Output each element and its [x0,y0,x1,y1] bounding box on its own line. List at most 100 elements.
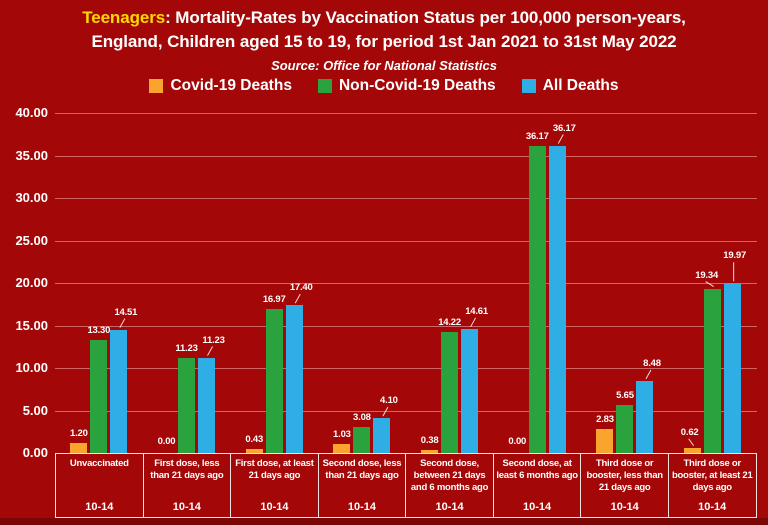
bar-noncovid [441,332,459,453]
bar-covid [684,447,702,453]
bar-noncovid [528,145,546,453]
bar-noncovid [90,339,108,453]
category-sublabel: 10-14 [260,501,289,513]
y-tick-label: 5.00 [22,402,48,418]
value-label: 36.17 [525,130,549,142]
category-sublabel: 10-14 [698,501,727,513]
value-label: 5.65 [616,389,634,401]
value-label: 1.03 [333,429,351,441]
gridline [55,113,757,114]
value-label: 19.34 [695,269,719,281]
blue-square-swatch-icon [521,79,536,93]
bar-all [461,328,479,453]
value-label: 4.10 [380,395,398,407]
value-label: 0.00 [508,436,527,447]
value-label: 0.38 [420,434,439,446]
category-cell: Second dose, less than 21 days ago 10-14 [319,454,407,517]
category-sublabel: 10-14 [347,501,377,513]
bar-noncovid [353,426,371,453]
category-label: Unvaccinated [69,458,129,469]
bar-noncovid [178,357,196,453]
bar-covid [421,449,439,453]
value-label: 14.51 [114,306,138,318]
gridline [55,368,757,369]
category-cell: First dose, less than 21 days ago 10-14 [144,454,232,517]
value-label: 1.20 [69,427,88,439]
bar-all [373,418,391,453]
category-label: Second dose, at least 6 months ago [496,458,578,482]
category-cell: First dose, at least 21 days ago 10-14 [231,454,319,517]
legend-item-noncovid: Non-Covid-19 Deaths [317,77,496,95]
y-tick-label: 30.00 [15,190,48,205]
value-label: 8.48 [643,357,661,369]
value-label: 14.61 [465,305,488,317]
category-sublabel: 10-14 [610,501,639,513]
value-label: 0.62 [680,426,699,438]
value-label: 36.17 [552,122,576,134]
bar-noncovid [265,308,283,453]
value-label: 11.23 [202,334,225,346]
gridline [55,240,757,242]
category-cell: Second dose, between 21 days and 6 month… [406,454,494,517]
gridline [55,283,757,284]
bar-all [285,305,303,453]
category-cell: Unvaccinated 10-14 [55,454,144,517]
page-title: Teenagers: Mortality-Rates by Vaccinatio… [0,8,768,28]
y-tick-label: 20.00 [15,275,48,290]
category-label: Third dose or booster, less than 21 days… [586,458,664,494]
value-label: 13.30 [87,324,111,336]
value-label: 19.97 [723,250,747,262]
legend-label-alldeaths: All Deaths [542,77,619,94]
y-tick-label: 25.00 [15,232,48,248]
category-cell: Second dose, at least 6 months ago 10-14 [494,454,582,517]
category-label: First dose, less than 21 days ago [150,458,224,482]
y-tick-label: 10.00 [15,360,48,375]
category-cell: Third dose or booster, less than 21 days… [581,454,669,517]
y-tick-label: 15.00 [15,317,48,333]
y-tick-label: 35.00 [15,147,48,163]
category-sublabel: 10-14 [523,501,552,513]
value-label: 11.23 [175,342,198,354]
y-tick-label: 40.00 [15,105,48,120]
value-label: 16.97 [262,293,286,305]
legend-item-covid: Covid-19 Deaths [149,77,292,95]
bar-covid [245,449,263,453]
category-label: First dose, at least 21 days ago [235,458,314,482]
category-label: Second dose, less than 21 days ago [322,458,402,482]
bar-noncovid [704,288,722,453]
y-tick-label: 0.00 [22,445,48,460]
title-colon: : [165,8,176,27]
value-label: 2.83 [596,413,614,425]
orange-square-swatch-icon [149,79,164,93]
category-sublabel: 10-14 [85,501,114,513]
category-sublabel: 10-14 [172,501,201,513]
value-label: 0.00 [157,436,176,447]
value-label: 14.22 [438,317,461,329]
legend-label-noncovid: Non-Covid-19 Deaths [338,77,496,94]
legend-label-covid: Covid-19 Deaths [170,77,292,94]
category-axis: Unvaccinated 10-14 First dose, less than 2… [55,453,757,518]
bar-covid [333,444,351,453]
category-label: Third dose or booster, at least 21 days … [671,458,753,494]
gridline [55,198,757,199]
gridline [55,155,757,157]
legend: Covid-19 Deaths Non-Covid-19 Deaths All … [0,77,768,95]
bar-all [110,329,128,453]
category-cell: Third dose or booster, at least 21 days … [669,454,757,517]
value-label: 0.43 [245,434,264,446]
title-text: Mortality-Rates by Vaccination Status pe… [175,8,686,27]
bar-covid [70,442,88,453]
bar-all [198,357,216,453]
bar-noncovid [616,404,634,453]
title-highlight: Teenagers [82,8,166,27]
category-sublabel: 10-14 [435,501,464,513]
category-label: Second dose, between 21 days and 6 month… [410,458,489,494]
legend-item-alldeaths: All Deaths [521,77,619,95]
bar-covid [596,428,614,453]
value-label: 3.08 [353,411,371,423]
page-subtitle: England, Children aged 15 to 19, for per… [91,32,677,51]
source-caption: Source: Office for National Statistics [271,58,497,73]
gridline [55,410,757,412]
